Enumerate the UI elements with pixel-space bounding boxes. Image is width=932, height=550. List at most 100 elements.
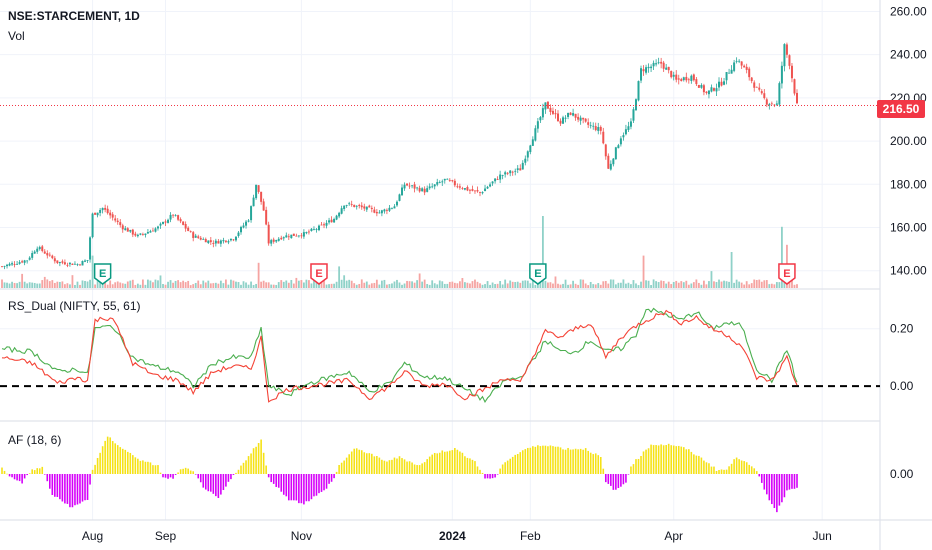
candle-body (491, 181, 494, 184)
volume-bar (96, 281, 99, 288)
af-bar (771, 474, 773, 505)
symbol-title[interactable]: NSE:STARCEMENT, 1D (8, 9, 140, 23)
af-bar (607, 474, 610, 484)
volume-bar (692, 282, 695, 288)
af-bar (685, 449, 688, 474)
earnings-badge-shape (310, 263, 328, 285)
volume-bar (21, 273, 24, 288)
af-bar (353, 448, 356, 474)
volume-bar (111, 284, 114, 288)
af-bar (124, 449, 127, 474)
af-bar (215, 474, 217, 497)
candle-body (18, 262, 21, 264)
earnings-marker[interactable]: E (778, 263, 796, 285)
candle-body (519, 168, 522, 171)
candle-body (536, 121, 539, 129)
af-bar (441, 450, 444, 474)
candle-body (516, 168, 519, 170)
earnings-marker[interactable]: E (310, 263, 328, 285)
af-legend[interactable]: AF (18, 6) (8, 433, 62, 447)
volume-bar (136, 283, 139, 288)
af-bar (116, 445, 119, 474)
volume-bar (461, 278, 464, 288)
volume-bar (33, 282, 36, 288)
volume-bar (199, 284, 202, 288)
af-bar (303, 474, 305, 505)
af-bar (768, 474, 771, 501)
af-bar (383, 460, 386, 474)
volume-bar (552, 283, 554, 288)
af-bar (778, 474, 781, 506)
candle-body (735, 60, 738, 62)
volume-bar (640, 281, 642, 288)
candle-body (350, 204, 353, 205)
af-bar (360, 450, 363, 474)
volume-bar (637, 285, 640, 288)
af-bar (59, 474, 61, 500)
af-bar (328, 474, 330, 484)
earnings-marker[interactable]: E (529, 263, 547, 285)
volume-bar (79, 284, 81, 288)
time-axis[interactable]: Aug Sep Nov 2024 Feb Apr Jun (82, 529, 832, 543)
af-bar (680, 446, 683, 474)
candle-body (355, 205, 358, 207)
af-bar (94, 464, 96, 474)
af-bar (260, 439, 262, 474)
af-bar (529, 447, 532, 474)
candle-body (514, 170, 517, 172)
candle-body (287, 236, 290, 238)
af-bar (612, 474, 615, 490)
rs-dual-legend[interactable]: RS_Dual (NIFTY, 55, 61) (8, 299, 141, 313)
volume-bar (99, 281, 102, 288)
volume-bar (310, 283, 313, 288)
af-bar (69, 474, 71, 508)
af-bar (682, 447, 685, 474)
candle-body (607, 155, 610, 169)
volume-bar (642, 255, 645, 288)
volume-bar (265, 282, 268, 288)
volume-legend[interactable]: Vol (8, 29, 25, 43)
af-bar (272, 474, 275, 484)
candle-body (551, 110, 554, 114)
af-bar (16, 474, 18, 481)
af-bar (740, 460, 743, 474)
volume-bar (323, 280, 325, 288)
af-bar (6, 473, 8, 475)
af-bar (710, 466, 713, 474)
candle-body (597, 127, 600, 131)
candle-body (511, 171, 514, 173)
last-price-badge: 216.50 (877, 100, 925, 118)
volume-bar (157, 280, 159, 288)
af-bar (91, 469, 94, 474)
volume-bar (202, 280, 205, 288)
candle-body (574, 113, 577, 118)
candle-body (398, 194, 401, 201)
af-bar (11, 474, 13, 478)
candle-body (114, 218, 117, 221)
candle-body (245, 221, 248, 226)
earnings-badge-label: E (534, 268, 541, 280)
af-bar (481, 472, 484, 474)
volume-bar (240, 284, 242, 288)
candle-body (33, 251, 36, 254)
price-axis[interactable]: 260.00240.00220.00200.00180.00160.00140.… (890, 4, 927, 481)
volume-bar (687, 284, 690, 288)
af-bar (152, 465, 154, 474)
volume-bar (230, 279, 232, 288)
volume-bar (401, 284, 403, 288)
af-bar (418, 465, 421, 474)
earnings-marker[interactable]: E (93, 263, 112, 285)
candle-body (61, 261, 64, 263)
af-histogram-panel (1, 436, 798, 513)
candle-body (765, 99, 768, 105)
candle-body (363, 206, 366, 209)
rs-tick-label: 0.20 (890, 322, 914, 336)
volume-bar (8, 283, 11, 288)
volume-bar (476, 281, 479, 288)
volume-bar (557, 283, 559, 288)
af-bar (527, 447, 529, 474)
candle-body (521, 162, 524, 170)
volume-bar (41, 280, 44, 288)
af-bar (290, 474, 293, 501)
